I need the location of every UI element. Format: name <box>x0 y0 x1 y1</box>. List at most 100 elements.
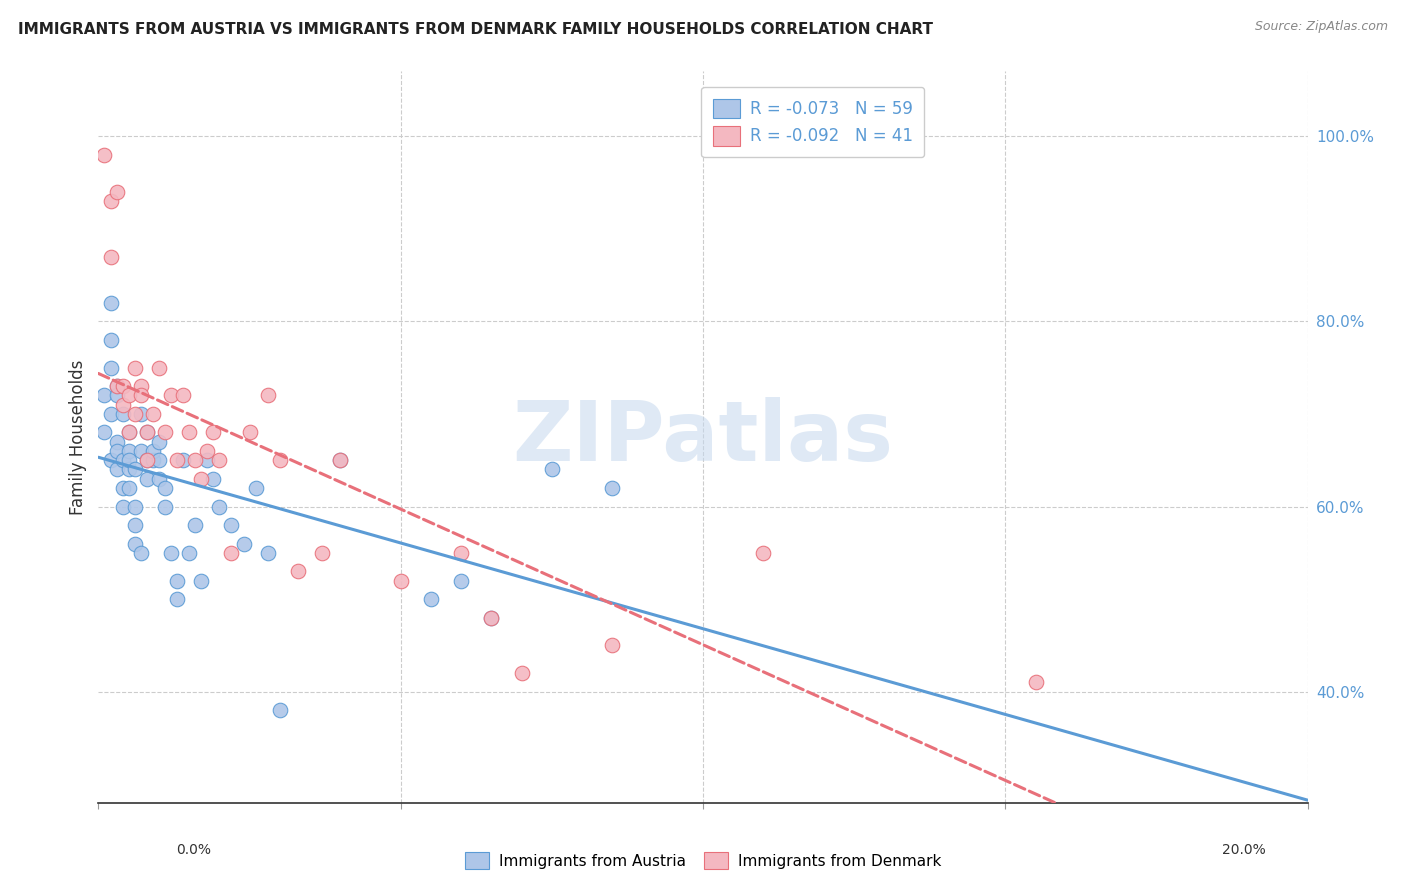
Point <box>142 407 165 421</box>
Point <box>118 453 141 467</box>
Point <box>129 546 152 560</box>
Point <box>135 472 157 486</box>
Point <box>329 453 352 467</box>
Point <box>450 546 472 560</box>
Point <box>118 425 141 440</box>
Point <box>269 703 291 717</box>
Point <box>184 518 207 533</box>
Point <box>111 500 134 514</box>
Point <box>118 388 141 402</box>
Point <box>153 500 176 514</box>
Text: 20.0%: 20.0% <box>1222 843 1265 857</box>
Point <box>129 444 152 458</box>
Point <box>111 453 134 467</box>
Point <box>100 453 122 467</box>
Point <box>142 453 165 467</box>
Point <box>311 546 333 560</box>
Point <box>142 444 165 458</box>
Point <box>389 574 412 588</box>
Point <box>105 388 128 402</box>
Point <box>111 407 134 421</box>
Point <box>602 639 624 653</box>
Point <box>124 407 146 421</box>
Point <box>166 574 188 588</box>
Point <box>93 147 115 161</box>
Point <box>221 518 243 533</box>
Point <box>752 546 775 560</box>
Point <box>111 398 134 412</box>
Point <box>100 333 122 347</box>
Point <box>100 295 122 310</box>
Point <box>172 453 194 467</box>
Point <box>124 500 146 514</box>
Text: ZIPatlas: ZIPatlas <box>513 397 893 477</box>
Point <box>100 407 122 421</box>
Point <box>195 444 218 458</box>
Text: Source: ZipAtlas.com: Source: ZipAtlas.com <box>1254 20 1388 33</box>
Text: 0.0%: 0.0% <box>176 843 211 857</box>
Point <box>105 462 128 476</box>
Point <box>245 481 267 495</box>
Point <box>540 462 562 476</box>
Point <box>481 610 503 624</box>
Point <box>93 425 115 440</box>
Point <box>166 592 188 607</box>
Point <box>105 434 128 449</box>
Point <box>135 453 157 467</box>
Point <box>202 425 225 440</box>
Point <box>510 666 533 681</box>
Point <box>190 574 212 588</box>
Text: IMMIGRANTS FROM AUSTRIA VS IMMIGRANTS FROM DENMARK FAMILY HOUSEHOLDS CORRELATION: IMMIGRANTS FROM AUSTRIA VS IMMIGRANTS FR… <box>18 22 934 37</box>
Point <box>124 518 146 533</box>
Point <box>256 388 278 402</box>
Point <box>166 453 188 467</box>
Point <box>135 425 157 440</box>
Point <box>148 434 170 449</box>
Point <box>148 453 170 467</box>
Point <box>153 481 176 495</box>
Point <box>105 379 128 393</box>
Point <box>118 481 141 495</box>
Point <box>135 425 157 440</box>
Point <box>100 250 122 264</box>
Point <box>602 481 624 495</box>
Point <box>105 185 128 199</box>
Point <box>129 388 152 402</box>
Point <box>148 472 170 486</box>
Point <box>329 453 352 467</box>
Point <box>208 453 231 467</box>
Point <box>172 388 194 402</box>
Point <box>195 453 218 467</box>
Point <box>160 546 183 560</box>
Point <box>1024 675 1046 690</box>
Point <box>269 453 291 467</box>
Point <box>450 574 472 588</box>
Point <box>190 472 212 486</box>
Y-axis label: Family Households: Family Households <box>69 359 87 515</box>
Point <box>481 610 503 624</box>
Point <box>202 472 225 486</box>
Point <box>239 425 262 440</box>
Point <box>208 500 231 514</box>
Point <box>148 360 170 375</box>
Point <box>179 546 201 560</box>
Legend: Immigrants from Austria, Immigrants from Denmark: Immigrants from Austria, Immigrants from… <box>458 846 948 875</box>
Point <box>124 536 146 550</box>
Point <box>105 379 128 393</box>
Point <box>420 592 443 607</box>
Point <box>111 481 134 495</box>
Point <box>118 444 141 458</box>
Point <box>124 360 146 375</box>
Point <box>93 388 115 402</box>
Point <box>256 546 278 560</box>
Point <box>160 388 183 402</box>
Point <box>232 536 254 550</box>
Point <box>153 425 176 440</box>
Point <box>135 453 157 467</box>
Point <box>129 407 152 421</box>
Point <box>111 379 134 393</box>
Point <box>100 194 122 208</box>
Point <box>124 462 146 476</box>
Point <box>221 546 243 560</box>
Point <box>184 453 207 467</box>
